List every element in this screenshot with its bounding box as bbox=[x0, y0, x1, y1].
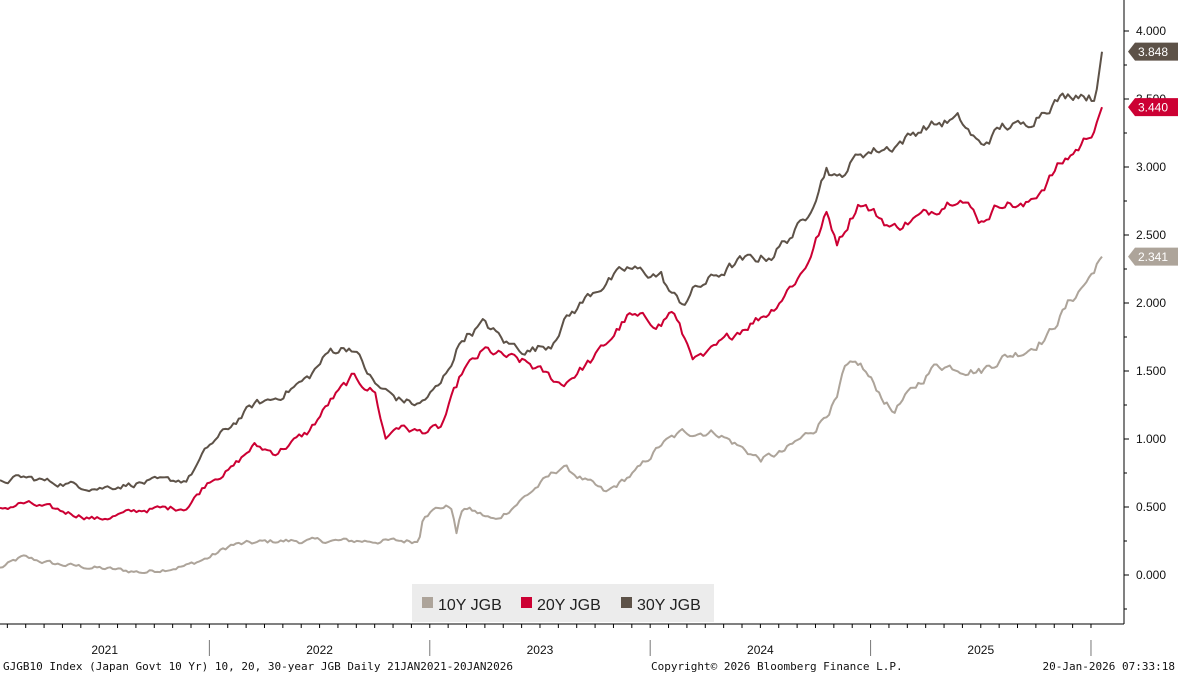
last-value-tag bbox=[1128, 98, 1178, 117]
legend-swatch-20y bbox=[521, 597, 532, 608]
legend-label-30y: 30Y JGB bbox=[637, 597, 701, 614]
legend: 10Y JGB 20Y JGB 30Y JGB bbox=[412, 584, 714, 622]
x-year-label: 2023 bbox=[527, 643, 554, 657]
y-tick-label: 2.500 bbox=[1136, 228, 1166, 242]
legend-background bbox=[412, 584, 714, 622]
last-value-tag bbox=[1128, 247, 1178, 266]
plot-background bbox=[0, 0, 1124, 624]
y-tick-label: 4.000 bbox=[1136, 24, 1166, 38]
legend-label-20y: 20Y JGB bbox=[537, 597, 601, 614]
last-value-tag bbox=[1128, 42, 1178, 61]
legend-label-10y: 10Y JGB bbox=[438, 597, 502, 614]
x-year-label: 2022 bbox=[306, 643, 333, 657]
series-line-20y-jgb bbox=[0, 106, 1103, 521]
y-tick-label: 1.000 bbox=[1136, 432, 1166, 446]
footer-index-description: GJGB10 Index (Japan Govt 10 Yr) 10, 20, … bbox=[3, 660, 513, 673]
series-line-30y-jgb bbox=[0, 51, 1103, 493]
last-value-text: 3.848 bbox=[1138, 45, 1168, 59]
y-tick-label: 0.000 bbox=[1136, 568, 1166, 582]
last-value-text: 2.341 bbox=[1138, 250, 1168, 264]
footer-timestamp: 20-Jan-2026 07:33:18 bbox=[1042, 660, 1175, 673]
x-axis-ticks: 2021 2022 2023 2024 2025 bbox=[6, 624, 1092, 657]
x-year-label: 2021 bbox=[91, 643, 118, 657]
y-tick-label: 2.000 bbox=[1136, 296, 1166, 310]
y-axis-ticks: 0.0000.5001.0001.5002.0002.5003.0003.500… bbox=[1124, 24, 1166, 610]
y-tick-label: 0.500 bbox=[1136, 500, 1166, 514]
legend-swatch-10y bbox=[422, 597, 433, 608]
footer-copyright: Copyright© 2026 Bloomberg Finance L.P. bbox=[651, 660, 903, 673]
last-value-labels: 2.341 3.440 3.848 bbox=[1128, 42, 1178, 266]
series-line-10y-jgb bbox=[0, 255, 1103, 574]
x-year-label: 2024 bbox=[747, 643, 774, 657]
y-tick-label: 3.000 bbox=[1136, 160, 1166, 174]
y-tick-label: 1.500 bbox=[1136, 364, 1166, 378]
x-year-label: 2025 bbox=[967, 643, 994, 657]
legend-swatch-30y bbox=[621, 597, 632, 608]
last-value-text: 3.440 bbox=[1138, 101, 1168, 115]
series-layer bbox=[0, 51, 1103, 574]
